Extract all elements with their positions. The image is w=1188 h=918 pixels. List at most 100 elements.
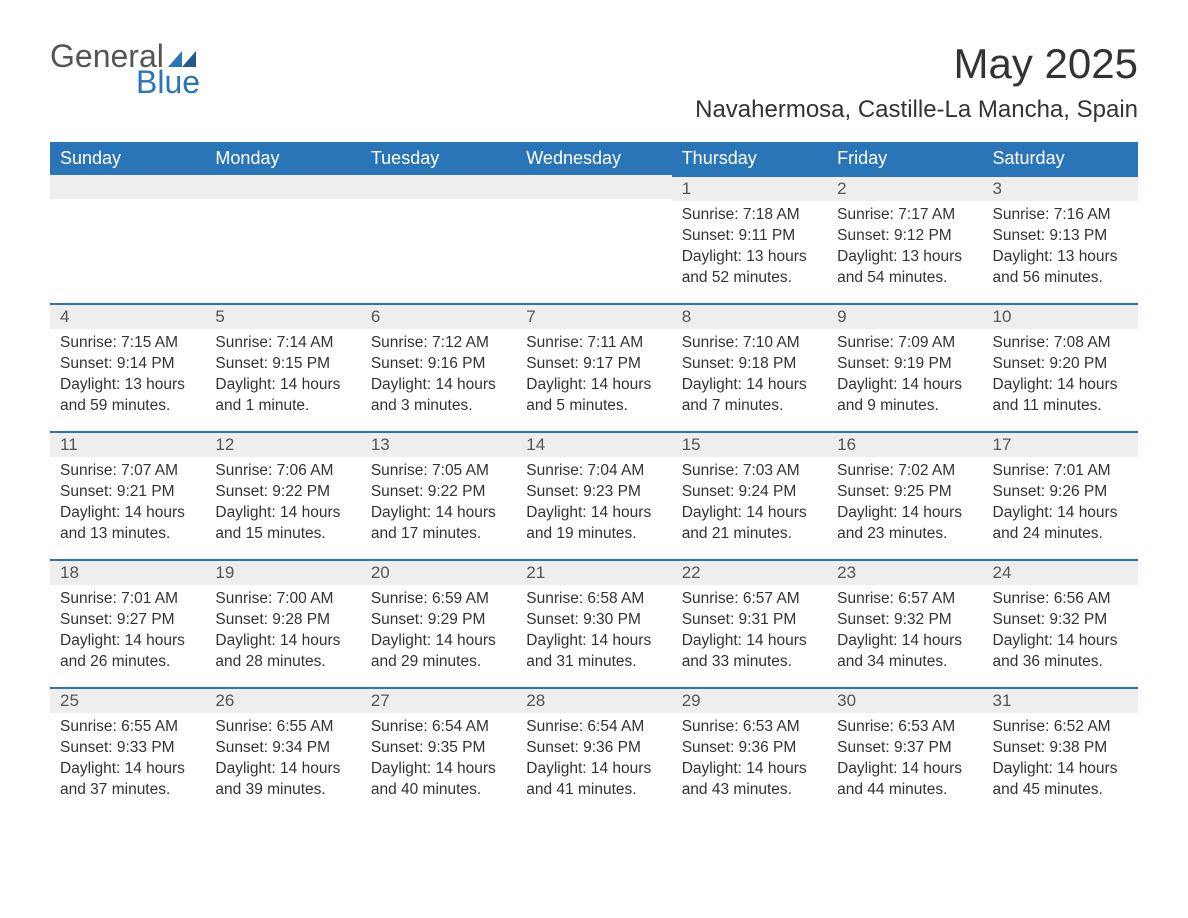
sunrise-line: Sunrise: 6:59 AM — [371, 589, 506, 610]
daylight-line: Daylight: 14 hours and 9 minutes. — [837, 375, 972, 417]
weekday-header: Wednesday — [516, 142, 671, 175]
calendar-cell: 18Sunrise: 7:01 AMSunset: 9:27 PMDayligh… — [50, 559, 205, 687]
daylight-line: Daylight: 14 hours and 39 minutes. — [215, 759, 350, 801]
day-number: 27 — [361, 687, 516, 713]
day-content: Sunrise: 7:14 AMSunset: 9:15 PMDaylight:… — [205, 329, 360, 427]
sunset-line: Sunset: 9:25 PM — [837, 482, 972, 503]
weekday-header: Saturday — [983, 142, 1138, 175]
weekday-header: Monday — [205, 142, 360, 175]
day-number: 20 — [361, 559, 516, 585]
sunrise-line: Sunrise: 7:18 AM — [682, 205, 817, 226]
sunset-line: Sunset: 9:32 PM — [993, 610, 1128, 631]
day-number: 10 — [983, 303, 1138, 329]
daylight-line: Daylight: 13 hours and 52 minutes. — [682, 247, 817, 289]
daylight-line: Daylight: 14 hours and 21 minutes. — [682, 503, 817, 545]
day-content: Sunrise: 6:55 AMSunset: 9:33 PMDaylight:… — [50, 713, 205, 811]
sunrise-line: Sunrise: 7:01 AM — [60, 589, 195, 610]
day-content: Sunrise: 7:07 AMSunset: 9:21 PMDaylight:… — [50, 457, 205, 555]
daylight-line: Daylight: 14 hours and 23 minutes. — [837, 503, 972, 545]
daylight-line: Daylight: 14 hours and 34 minutes. — [837, 631, 972, 673]
calendar-head: SundayMondayTuesdayWednesdayThursdayFrid… — [50, 142, 1138, 175]
weekday-header: Tuesday — [361, 142, 516, 175]
calendar-cell: 1 Sunrise: 7:18 AMSunset: 9:11 PMDaylight… — [672, 175, 827, 303]
sunset-line: Sunset: 9:27 PM — [60, 610, 195, 631]
sunset-line: Sunset: 9:11 PM — [682, 226, 817, 247]
weekday-row: SundayMondayTuesdayWednesdayThursdayFrid… — [50, 142, 1138, 175]
sunset-line: Sunset: 9:35 PM — [371, 738, 506, 759]
calendar-cell: 14Sunrise: 7:04 AMSunset: 9:23 PMDayligh… — [516, 431, 671, 559]
header: General Blue May 2025 Navahermosa, Casti… — [50, 40, 1138, 124]
sunset-line: Sunset: 9:37 PM — [837, 738, 972, 759]
calendar-body: 1Sunrise: 7:18 AMSunset: 9:11 PMDaylight… — [50, 175, 1138, 815]
weekday-header: Sunday — [50, 142, 205, 175]
daylight-line: Daylight: 14 hours and 19 minutes. — [526, 503, 661, 545]
day-number: 1 — [672, 175, 827, 201]
day-content: Sunrise: 7:09 AMSunset: 9:19 PMDaylight:… — [827, 329, 982, 427]
sunrise-line: Sunrise: 7:14 AM — [215, 333, 350, 354]
day-number: 29 — [672, 687, 827, 713]
sunset-line: Sunset: 9:19 PM — [837, 354, 972, 375]
sunset-line: Sunset: 9:28 PM — [215, 610, 350, 631]
daylight-line: Daylight: 14 hours and 29 minutes. — [371, 631, 506, 673]
sunrise-line: Sunrise: 7:15 AM — [60, 333, 195, 354]
day-number: 22 — [672, 559, 827, 585]
day-number: 11 — [50, 431, 205, 457]
calendar-cell: 28Sunrise: 6:54 AMSunset: 9:36 PMDayligh… — [516, 687, 671, 815]
calendar-cell: 11Sunrise: 7:07 AMSunset: 9:21 PMDayligh… — [50, 431, 205, 559]
day-content: Sunrise: 6:52 AMSunset: 9:38 PMDaylight:… — [983, 713, 1138, 811]
sunrise-line: Sunrise: 7:03 AM — [682, 461, 817, 482]
sunrise-line: Sunrise: 7:10 AM — [682, 333, 817, 354]
daylight-line: Daylight: 14 hours and 36 minutes. — [993, 631, 1128, 673]
daylight-line: Daylight: 13 hours and 56 minutes. — [993, 247, 1128, 289]
day-number: 7 — [516, 303, 671, 329]
day-content: Sunrise: 6:57 AMSunset: 9:32 PMDaylight:… — [827, 585, 982, 683]
daylight-line: Daylight: 14 hours and 33 minutes. — [682, 631, 817, 673]
day-content: Sunrise: 6:56 AMSunset: 9:32 PMDaylight:… — [983, 585, 1138, 683]
daylight-line: Daylight: 14 hours and 26 minutes. — [60, 631, 195, 673]
day-number: 15 — [672, 431, 827, 457]
day-number: 8 — [672, 303, 827, 329]
day-content: Sunrise: 6:53 AMSunset: 9:37 PMDaylight:… — [827, 713, 982, 811]
day-content: Sunrise: 7:01 AMSunset: 9:27 PMDaylight:… — [50, 585, 205, 683]
calendar-cell — [50, 175, 205, 303]
weekday-header: Thursday — [672, 142, 827, 175]
day-number: 6 — [361, 303, 516, 329]
weekday-header: Friday — [827, 142, 982, 175]
sunset-line: Sunset: 9:16 PM — [371, 354, 506, 375]
sunrise-line: Sunrise: 7:07 AM — [60, 461, 195, 482]
day-number: 12 — [205, 431, 360, 457]
daylight-line: Daylight: 14 hours and 5 minutes. — [526, 375, 661, 417]
day-number: 4 — [50, 303, 205, 329]
day-content: Sunrise: 7:16 AMSunset: 9:13 PMDaylight:… — [983, 201, 1138, 299]
sunset-line: Sunset: 9:15 PM — [215, 354, 350, 375]
sunrise-line: Sunrise: 6:56 AM — [993, 589, 1128, 610]
sunset-line: Sunset: 9:34 PM — [215, 738, 350, 759]
daylight-line: Daylight: 14 hours and 31 minutes. — [526, 631, 661, 673]
sunset-line: Sunset: 9:38 PM — [993, 738, 1128, 759]
calendar-cell: 8Sunrise: 7:10 AMSunset: 9:18 PMDaylight… — [672, 303, 827, 431]
empty-day-number — [50, 175, 205, 199]
calendar-cell: 12Sunrise: 7:06 AMSunset: 9:22 PMDayligh… — [205, 431, 360, 559]
day-content: Sunrise: 7:06 AMSunset: 9:22 PMDaylight:… — [205, 457, 360, 555]
calendar-week-row: 25Sunrise: 6:55 AMSunset: 9:33 PMDayligh… — [50, 687, 1138, 815]
sunset-line: Sunset: 9:14 PM — [60, 354, 195, 375]
sunset-line: Sunset: 9:17 PM — [526, 354, 661, 375]
sunrise-line: Sunrise: 7:05 AM — [371, 461, 506, 482]
sunrise-line: Sunrise: 7:08 AM — [993, 333, 1128, 354]
sunset-line: Sunset: 9:22 PM — [371, 482, 506, 503]
sunrise-line: Sunrise: 7:09 AM — [837, 333, 972, 354]
sunrise-line: Sunrise: 7:00 AM — [215, 589, 350, 610]
day-number: 26 — [205, 687, 360, 713]
calendar-cell: 24Sunrise: 6:56 AMSunset: 9:32 PMDayligh… — [983, 559, 1138, 687]
sunset-line: Sunset: 9:33 PM — [60, 738, 195, 759]
daylight-line: Daylight: 14 hours and 15 minutes. — [215, 503, 350, 545]
sunrise-line: Sunrise: 6:58 AM — [526, 589, 661, 610]
daylight-line: Daylight: 14 hours and 3 minutes. — [371, 375, 506, 417]
calendar-table: SundayMondayTuesdayWednesdayThursdayFrid… — [50, 142, 1138, 815]
calendar-cell: 27Sunrise: 6:54 AMSunset: 9:35 PMDayligh… — [361, 687, 516, 815]
day-content: Sunrise: 7:11 AMSunset: 9:17 PMDaylight:… — [516, 329, 671, 427]
day-content: Sunrise: 6:54 AMSunset: 9:35 PMDaylight:… — [361, 713, 516, 811]
sunrise-line: Sunrise: 6:55 AM — [215, 717, 350, 738]
calendar-cell: 17Sunrise: 7:01 AMSunset: 9:26 PMDayligh… — [983, 431, 1138, 559]
sunrise-line: Sunrise: 6:55 AM — [60, 717, 195, 738]
